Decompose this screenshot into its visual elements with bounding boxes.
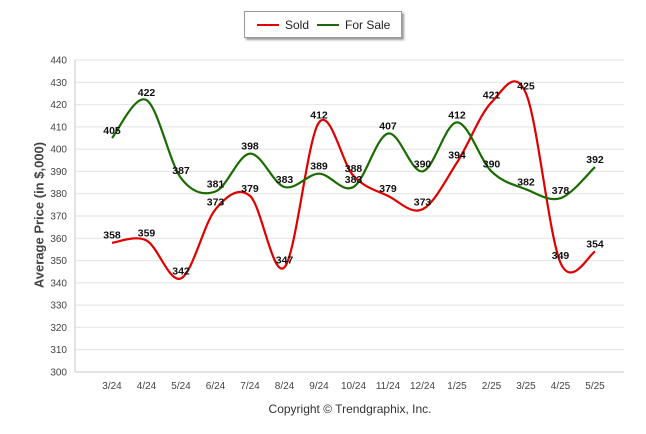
y-tick-label: 370 — [50, 212, 67, 223]
sold-series-line — [111, 80, 596, 280]
sold-data-label: 394 — [448, 150, 466, 162]
for-sale-data-label: 383 — [345, 174, 363, 186]
sold-data-label: 373 — [414, 196, 432, 208]
y-tick-label: 320 — [50, 323, 67, 334]
x-tick-label: 8/24 — [275, 381, 295, 392]
for-sale-data-label: 378 — [552, 185, 570, 197]
legend-label-for-sale: For Sale — [345, 18, 391, 32]
y-tick-label: 380 — [50, 189, 67, 200]
sold-data-label: 342 — [172, 265, 190, 277]
legend-item-for-sale[interactable]: For Sale — [317, 18, 390, 32]
for-sale-legend-line — [317, 24, 339, 26]
y-tick-label: 390 — [50, 167, 67, 178]
y-tick-label: 410 — [50, 122, 67, 133]
y-tick-label: 400 — [50, 145, 67, 156]
for-sale-data-label: 389 — [310, 161, 328, 173]
x-tick-label: 10/24 — [341, 381, 366, 392]
for-sale-data-label: 398 — [241, 141, 259, 153]
y-tick-label: 310 — [50, 345, 67, 356]
sold-data-label: 347 — [276, 254, 294, 266]
x-tick-label: 7/24 — [240, 381, 260, 392]
for-sale-data-label: 405 — [103, 125, 121, 137]
sold-data-label: 412 — [310, 109, 328, 121]
for-sale-data-label: 390 — [414, 158, 432, 170]
x-tick-label: 5/25 — [585, 381, 605, 392]
sold-legend-line — [257, 24, 279, 26]
sold-data-label: 425 — [517, 80, 535, 92]
y-tick-label: 340 — [50, 278, 67, 289]
sold-data-label: 358 — [103, 230, 121, 242]
y-tick-label: 430 — [50, 78, 67, 89]
for-sale-data-label: 422 — [138, 87, 156, 99]
for-sale-data-label: 407 — [379, 121, 397, 133]
sold-data-label: 379 — [241, 183, 259, 195]
sold-data-label: 373 — [207, 196, 225, 208]
copyright-credit: Copyright © Trendgraphix, Inc. — [268, 402, 432, 416]
y-tick-label: 330 — [50, 301, 67, 312]
for-sale-data-label: 392 — [586, 154, 604, 166]
for-sale-series-line — [111, 98, 596, 201]
for-sale-data-label: 387 — [172, 165, 190, 177]
x-tick-label: 4/24 — [137, 381, 157, 392]
y-tick-label: 420 — [50, 100, 67, 111]
sold-data-label: 359 — [138, 228, 156, 240]
x-tick-label: 1/25 — [447, 381, 467, 392]
x-tick-label: 12/24 — [410, 381, 435, 392]
legend-label-sold: Sold — [285, 18, 310, 32]
for-sale-data-label: 390 — [483, 158, 501, 170]
sold-data-label: 388 — [345, 163, 363, 175]
x-tick-label: 4/25 — [551, 381, 571, 392]
gridlines — [75, 59, 624, 351]
y-tick-label: 350 — [50, 256, 67, 267]
y-tick-label: 440 — [50, 56, 67, 67]
sold-data-label: 349 — [552, 250, 570, 262]
for-sale-data-label: 381 — [207, 178, 225, 190]
sold-data-label: 354 — [586, 239, 604, 251]
x-tick-label: 3/25 — [516, 381, 536, 392]
y-axis-label: Average Price (in $,000) — [31, 141, 47, 289]
legend-item-sold[interactable]: Sold — [257, 18, 309, 32]
sold-data-label: 379 — [379, 183, 397, 195]
y-tick-label: 300 — [50, 368, 67, 379]
for-sale-data-label: 412 — [448, 109, 466, 121]
x-tick-label: 5/24 — [171, 381, 191, 392]
for-sale-data-label: 382 — [517, 176, 535, 188]
x-tick-label: 11/24 — [376, 381, 401, 392]
for-sale-data-label: 383 — [276, 174, 294, 186]
x-tick-label: 3/24 — [102, 381, 122, 392]
data-labels: 358 359 342 373 379 347 412 388 379 373 394 421 425 3… — [103, 80, 604, 277]
x-tick-label: 9/24 — [309, 381, 329, 392]
y-tick-label: 360 — [50, 234, 67, 245]
x-tick-label: 6/24 — [206, 381, 226, 392]
x-tick-label: 2/25 — [482, 381, 502, 392]
legend: Sold For Sale — [244, 11, 402, 38]
axes: 300 310 320 330 340 350 360 370 380 390 400 410 420 4… — [50, 56, 624, 392]
series-lines — [111, 80, 596, 280]
sold-data-label: 421 — [483, 89, 501, 101]
